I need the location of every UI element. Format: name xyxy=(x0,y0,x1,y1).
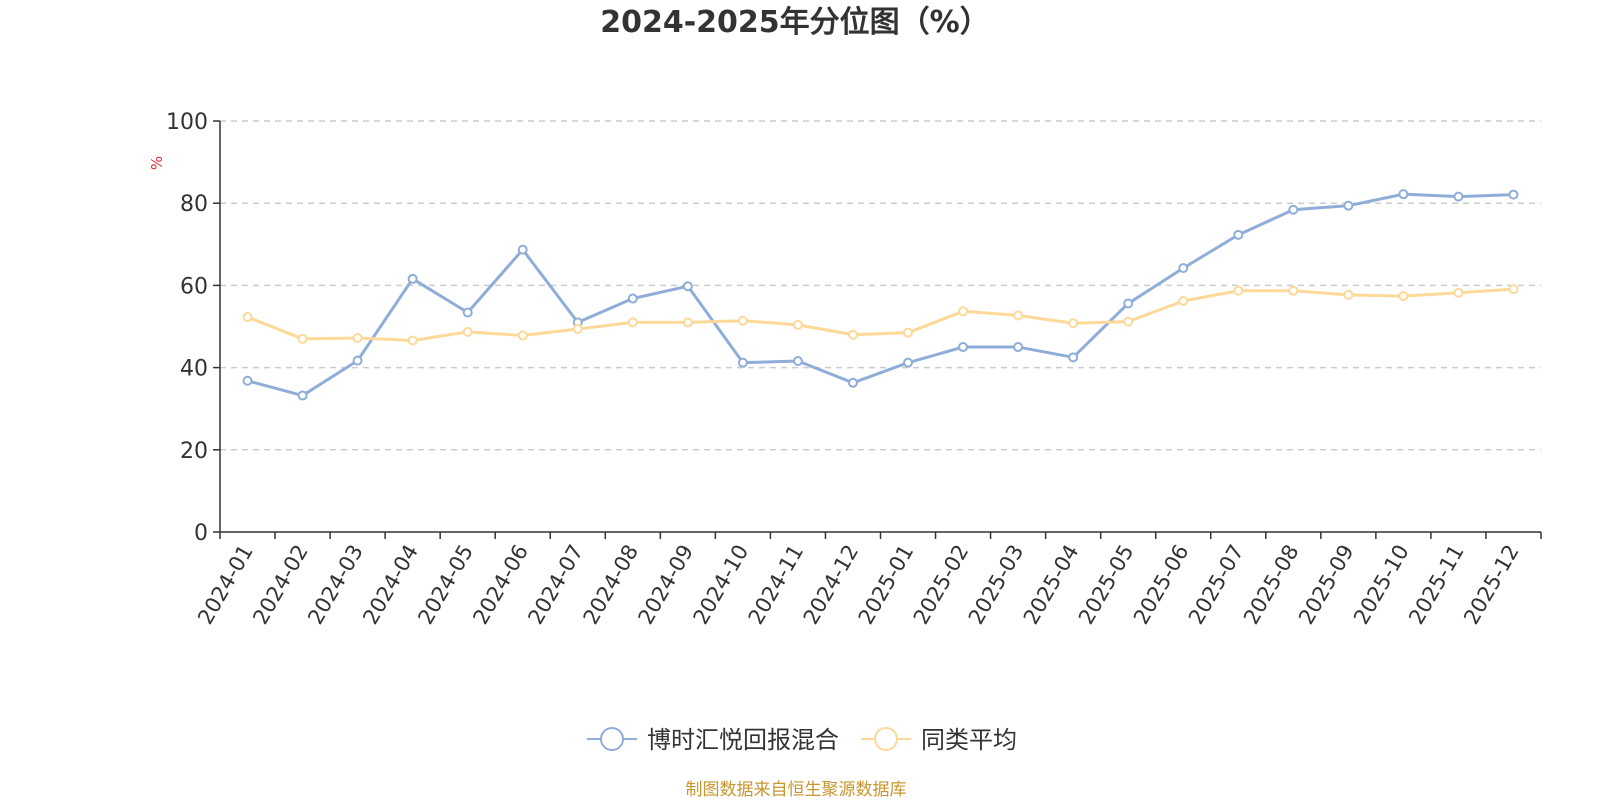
data-point[interactable] xyxy=(1288,285,1299,296)
data-point[interactable] xyxy=(572,323,583,334)
data-point[interactable] xyxy=(847,329,858,340)
data-point[interactable] xyxy=(1178,296,1189,307)
legend-item-1[interactable]: 同类平均 xyxy=(861,726,1017,754)
data-point[interactable] xyxy=(352,355,363,366)
data-point[interactable] xyxy=(1453,287,1464,298)
data-point[interactable] xyxy=(682,281,693,292)
data-point[interactable] xyxy=(1453,191,1464,202)
data-point[interactable] xyxy=(297,333,308,344)
data-point[interactable] xyxy=(958,342,969,353)
y-tick-label: 80 xyxy=(180,192,208,217)
data-point[interactable] xyxy=(517,244,528,255)
data-point[interactable] xyxy=(407,273,418,284)
y-axis-unit: % xyxy=(148,156,166,170)
data-point[interactable] xyxy=(1013,310,1024,321)
data-point[interactable] xyxy=(737,357,748,368)
series-layer xyxy=(242,189,1519,401)
data-point[interactable] xyxy=(1013,342,1024,353)
y-tick-label: 100 xyxy=(166,110,208,135)
series-line xyxy=(246,287,1514,342)
data-point[interactable] xyxy=(1508,284,1519,295)
data-point[interactable] xyxy=(1123,298,1134,309)
data-point[interactable] xyxy=(1233,285,1244,296)
data-point[interactable] xyxy=(682,317,693,328)
data-point[interactable] xyxy=(1068,318,1079,329)
y-tick-label: 0 xyxy=(194,521,208,546)
data-point[interactable] xyxy=(462,307,473,318)
y-tick-label: 40 xyxy=(180,357,208,382)
data-point[interactable] xyxy=(1123,316,1134,327)
x-tick-label: 2025-12 xyxy=(1459,541,1524,629)
data-point[interactable] xyxy=(792,319,803,330)
series-0 xyxy=(242,189,1519,401)
data-point[interactable] xyxy=(1398,291,1409,302)
data-point[interactable] xyxy=(903,357,914,368)
chart-title: 2024-2025年分位图（%） xyxy=(600,5,990,40)
data-point[interactable] xyxy=(407,335,418,346)
data-point[interactable] xyxy=(297,390,308,401)
data-point[interactable] xyxy=(242,312,253,323)
y-tick-label: 60 xyxy=(180,274,208,299)
data-point[interactable] xyxy=(352,333,363,344)
legend-item-0[interactable]: 博时汇悦回报混合 xyxy=(587,726,839,754)
data-point[interactable] xyxy=(903,327,914,338)
data-point[interactable] xyxy=(737,315,748,326)
data-point[interactable] xyxy=(1178,263,1189,274)
series-1 xyxy=(242,284,1519,346)
legend[interactable]: 博时汇悦回报混合 同类平均 xyxy=(587,726,1017,754)
data-point[interactable] xyxy=(1233,229,1244,240)
series-line xyxy=(247,192,1514,398)
legend-swatch-marker xyxy=(874,727,898,751)
data-point[interactable] xyxy=(1288,204,1299,215)
legend-label: 博时汇悦回报混合 xyxy=(647,726,839,754)
data-point[interactable] xyxy=(242,375,253,386)
x-tick-labels: 2024-012024-022024-032024-042024-052024-… xyxy=(193,541,1524,629)
data-point[interactable] xyxy=(847,377,858,388)
legend-swatch-marker xyxy=(600,727,624,751)
data-point[interactable] xyxy=(462,326,473,337)
y-tick-label: 20 xyxy=(180,439,208,464)
source-note: 制图数据来自恒生聚源数据库 xyxy=(686,780,907,800)
data-point[interactable] xyxy=(517,330,528,341)
axes xyxy=(213,120,1542,539)
data-point[interactable] xyxy=(792,356,803,367)
data-point[interactable] xyxy=(1398,189,1409,200)
data-point[interactable] xyxy=(627,317,638,328)
data-point[interactable] xyxy=(1343,289,1354,300)
data-point[interactable] xyxy=(1508,189,1519,200)
legend-label: 同类平均 xyxy=(921,726,1017,754)
data-point[interactable] xyxy=(1343,200,1354,211)
gridlines xyxy=(220,120,1541,451)
y-tick-labels: 0 20 40 60 80 100 xyxy=(166,110,208,546)
data-point[interactable] xyxy=(1068,352,1079,363)
data-point[interactable] xyxy=(627,293,638,304)
data-point[interactable] xyxy=(958,306,969,317)
